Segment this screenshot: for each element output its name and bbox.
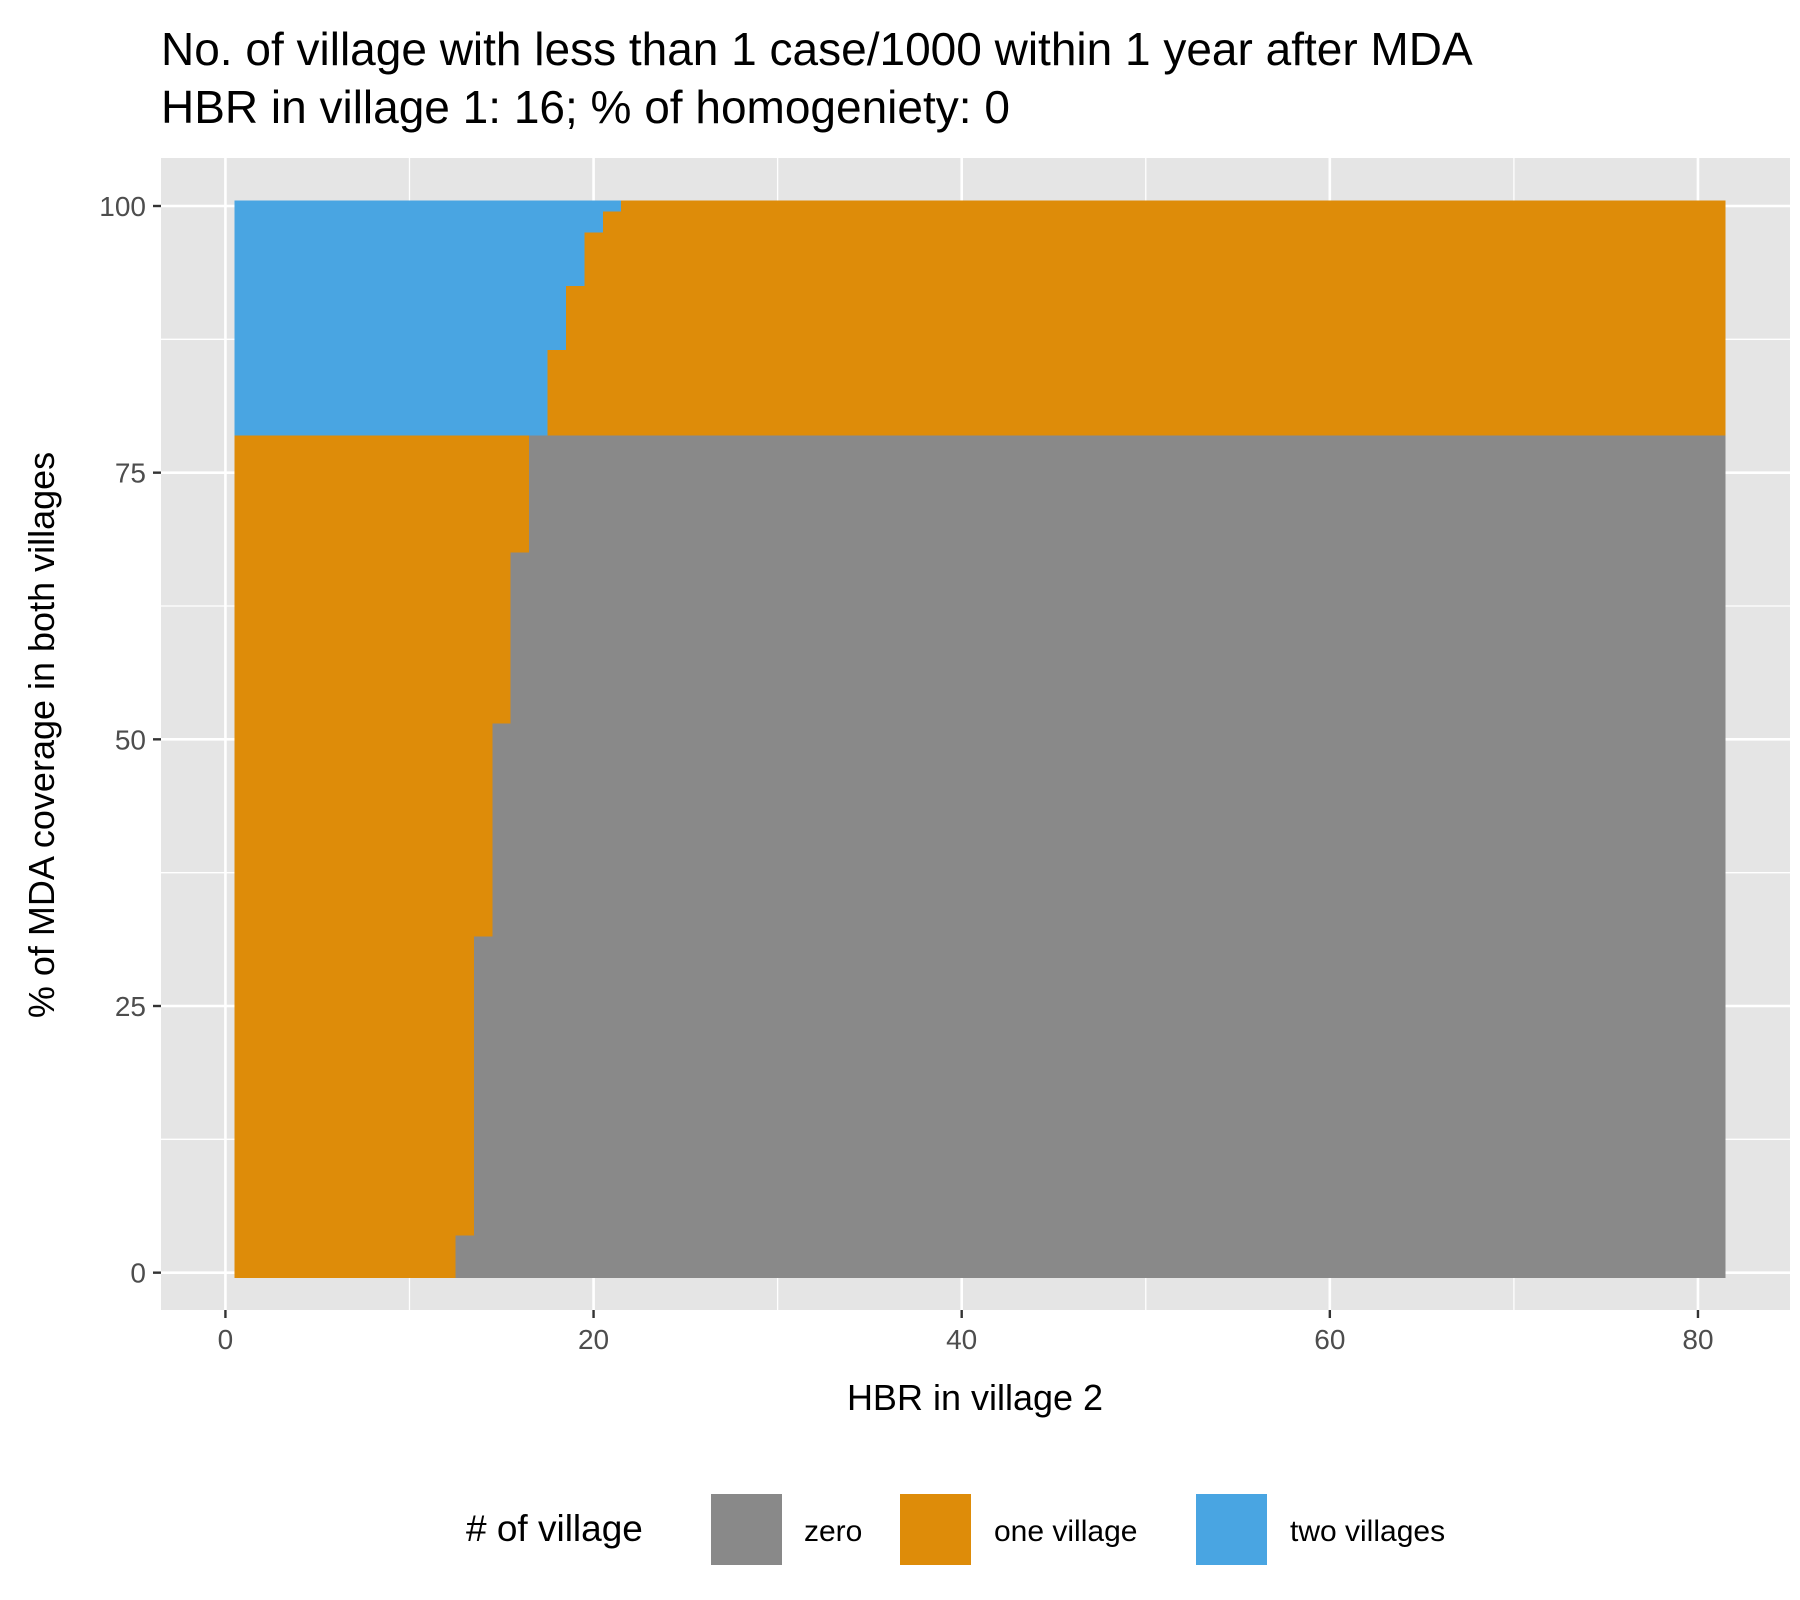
legend-swatch-two-villages bbox=[1196, 1494, 1267, 1565]
tile-band-one bbox=[621, 200, 1726, 212]
tile-band-one bbox=[602, 211, 1726, 233]
legend-swatch-one-village bbox=[900, 1494, 971, 1565]
tile-band-one bbox=[547, 350, 1726, 436]
x-tick-label: 0 bbox=[218, 1324, 234, 1355]
legend-label-two-villages: two villages bbox=[1290, 1515, 1445, 1548]
tile-band-one bbox=[234, 723, 493, 937]
tile-band-one bbox=[565, 286, 1726, 350]
legend-label-zero: zero bbox=[804, 1515, 862, 1548]
tile-band-zero bbox=[529, 435, 1726, 553]
x-tick-label: 80 bbox=[1682, 1324, 1713, 1355]
tile-band-one bbox=[234, 435, 530, 553]
chart-title: No. of village with less than 1 case/100… bbox=[161, 23, 1473, 75]
legend: # of village zero one village two villag… bbox=[466, 1494, 1445, 1565]
y-tick-label: 25 bbox=[115, 991, 146, 1022]
tile-band-zero bbox=[492, 723, 1726, 937]
y-tick-label: 0 bbox=[130, 1258, 146, 1289]
tile-band-two bbox=[234, 200, 622, 212]
tile-band-zero bbox=[455, 1235, 1726, 1278]
heatmap-tiles bbox=[234, 200, 1726, 1278]
y-tick-label: 75 bbox=[115, 458, 146, 489]
legend-label-one-village: one village bbox=[994, 1515, 1137, 1548]
tile-band-one bbox=[584, 232, 1726, 286]
tile-band-two bbox=[234, 211, 603, 233]
tile-band-two bbox=[234, 232, 585, 286]
legend-title: # of village bbox=[466, 1508, 643, 1549]
y-axis: 0 25 50 75 100 bbox=[99, 191, 161, 1289]
tile-band-one bbox=[234, 1235, 456, 1278]
tile-band-one bbox=[234, 552, 511, 724]
y-axis-title: % of MDA coverage in both villages bbox=[21, 452, 62, 1018]
tile-band-two bbox=[234, 350, 548, 436]
x-axis: 0 20 40 60 80 bbox=[218, 1310, 1714, 1355]
x-tick-label: 20 bbox=[578, 1324, 609, 1355]
y-tick-label: 100 bbox=[99, 191, 146, 222]
tile-band-zero bbox=[510, 552, 1726, 724]
x-axis-title: HBR in village 2 bbox=[847, 1377, 1103, 1418]
tile-band-one bbox=[234, 936, 474, 1236]
chart-subtitle: HBR in village 1: 16; % of homogeniety: … bbox=[161, 81, 1010, 133]
y-tick-label: 50 bbox=[115, 724, 146, 755]
x-tick-label: 40 bbox=[946, 1324, 977, 1355]
tile-band-two bbox=[234, 286, 566, 350]
tile-band-zero bbox=[473, 936, 1726, 1236]
x-tick-label: 60 bbox=[1314, 1324, 1345, 1355]
legend-swatch-zero bbox=[711, 1494, 782, 1565]
